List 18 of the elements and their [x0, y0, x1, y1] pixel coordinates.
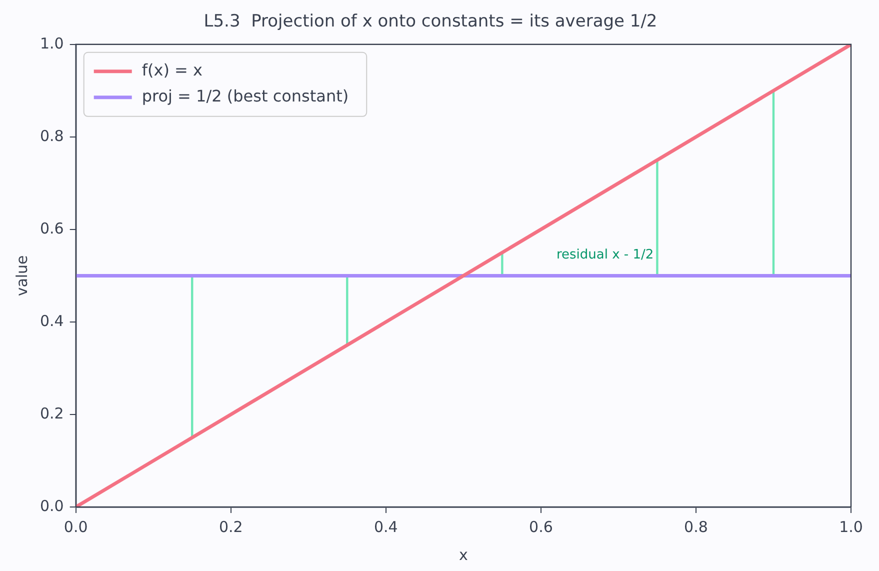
y-tick-label: 0.8	[40, 126, 64, 145]
legend-label: proj = 1/2 (best constant)	[142, 86, 349, 106]
y-tick-label: 0.2	[40, 404, 64, 422]
x-tick-label: 0.6	[529, 518, 553, 536]
x-tick-label: 0.8	[684, 518, 708, 536]
y-axis-title: value	[12, 255, 31, 296]
x-axis-title: x	[458, 546, 468, 564]
x-tick-label: 0.4	[374, 518, 398, 536]
x-tick-label: 1.0	[839, 518, 863, 536]
legend-label: f(x) = x	[142, 60, 202, 80]
y-tick-label: 0.6	[40, 219, 64, 238]
annotation: residual x - 1/2	[556, 248, 654, 263]
y-tick-label: 0.4	[40, 312, 64, 330]
chart-title: L5.3 Projection of x onto constants = its average 1/2	[204, 12, 658, 32]
y-tick-label: 1.0	[40, 34, 64, 52]
x-tick-label: 0.2	[218, 518, 243, 536]
y-tick-label: 0.0	[40, 496, 64, 515]
x-tick-label: 0.0	[64, 518, 88, 536]
